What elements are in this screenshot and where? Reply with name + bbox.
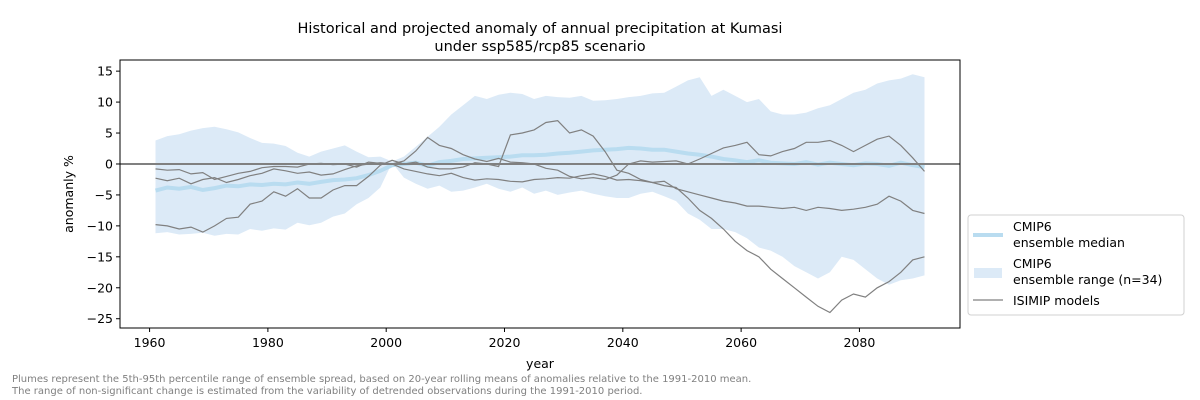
y-axis-label: anomanly %	[61, 155, 76, 233]
isimip-model-line-2	[155, 162, 925, 215]
y-tick-label: −10	[87, 218, 113, 233]
y-tick-label: −25	[87, 311, 113, 326]
legend-range-swatch	[974, 268, 1002, 278]
y-tick-label: −20	[87, 280, 113, 295]
y-tick-label: 10	[97, 95, 113, 110]
x-tick-label: 2020	[489, 335, 521, 350]
isimip-model-line-1	[155, 135, 925, 181]
plot-area	[120, 74, 960, 314]
isimip-model-line-3	[155, 120, 925, 314]
y-tick-label: 0	[105, 156, 113, 171]
plot-frame	[119, 59, 961, 329]
legend-isimip-label: ISIMIP models	[1013, 293, 1100, 308]
x-tick-label: 1960	[134, 335, 166, 350]
y-tick-label: 15	[97, 64, 113, 79]
footnote-line-1: Plumes represent the 5th-95th percentile…	[12, 374, 752, 385]
x-tick-label: 1980	[252, 335, 284, 350]
y-tick-label: −5	[95, 187, 113, 202]
legend-frame	[967, 214, 1185, 316]
legend-range-label-1: CMIP6	[1013, 256, 1052, 271]
x-tick-label: 2040	[607, 335, 639, 350]
x-tick-label: 2000	[370, 335, 402, 350]
y-tick-label: 5	[105, 126, 113, 141]
legend-median-label-2: ensemble median	[1013, 235, 1125, 250]
x-tick-label: 2080	[844, 335, 876, 350]
legend-range-label-2: ensemble range (n=34)	[1013, 272, 1162, 287]
y-tick-label: −15	[87, 249, 113, 264]
x-axis-label: year	[526, 356, 555, 371]
legend-median-label-1: CMIP6	[1013, 219, 1052, 234]
chart-title-line-2: under ssp585/rcp85 scenario	[434, 39, 645, 55]
chart-title-line-1: Historical and projected anomaly of annu…	[298, 21, 783, 37]
footnote-line-2: The range of non-significant change is e…	[12, 386, 643, 397]
x-tick-label: 2060	[725, 335, 757, 350]
legend: CMIP6 ensemble median CMIP6 ensemble ran…	[967, 214, 1185, 316]
